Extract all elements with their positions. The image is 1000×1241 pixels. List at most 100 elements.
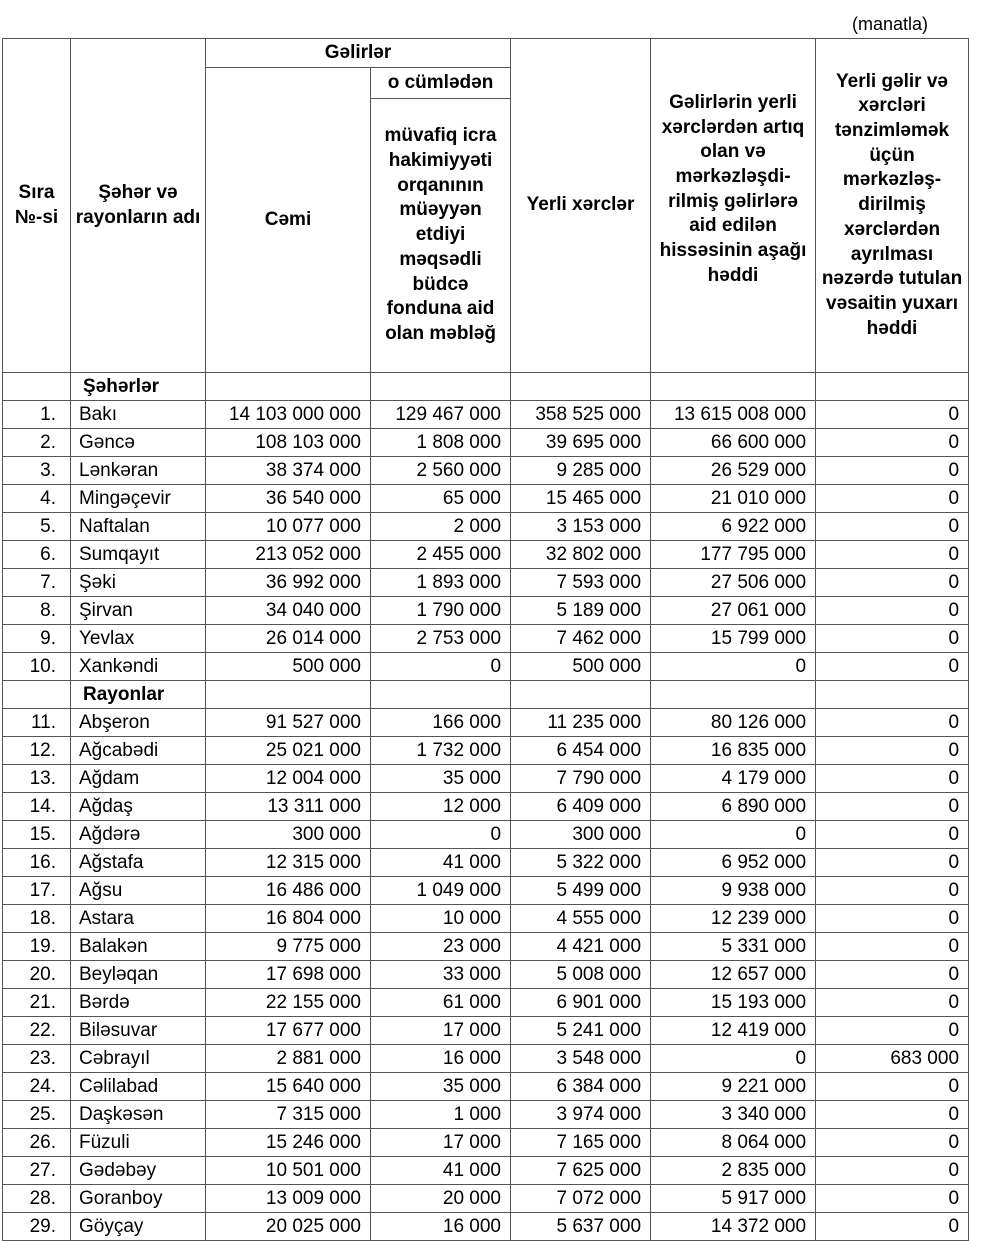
row-number: 28. xyxy=(2,1184,71,1213)
empty-cell xyxy=(650,372,817,401)
lower-limit-cell: 13 615 008 000 xyxy=(650,400,817,429)
total-cell: 16 804 000 xyxy=(205,904,371,933)
total-cell: 15 640 000 xyxy=(205,1072,371,1101)
row-number: 29. xyxy=(2,1212,71,1241)
targeted-fund-cell: 16 000 xyxy=(369,1044,512,1073)
table-row: 10. Xankəndi 500 000 0 500 000 0 0 xyxy=(2,652,970,681)
targeted-fund-cell: 1 893 000 xyxy=(369,568,512,597)
budget-table: Sıra №-si Şəhər və rayonların adı Gəlirl… xyxy=(2,38,970,1241)
row-name: Füzuli xyxy=(70,1128,206,1157)
lower-limit-cell: 80 126 000 xyxy=(650,708,817,737)
upper-limit-cell: 0 xyxy=(815,512,970,541)
local-expenses-cell: 3 974 000 xyxy=(510,1100,652,1129)
total-cell: 36 540 000 xyxy=(205,484,371,513)
lower-limit-cell: 15 799 000 xyxy=(650,624,817,653)
local-expenses-cell: 39 695 000 xyxy=(510,428,652,457)
row-number: 20. xyxy=(2,960,71,989)
row-number: 15. xyxy=(2,820,71,849)
upper-limit-cell: 683 000 xyxy=(815,1044,970,1073)
local-expenses-cell: 5 008 000 xyxy=(510,960,652,989)
row-name: Beyləqan xyxy=(70,960,206,989)
targeted-fund-cell: 1 732 000 xyxy=(369,736,512,765)
row-name: Ağdam xyxy=(70,764,206,793)
row-number: 9. xyxy=(2,624,71,653)
row-number: 3. xyxy=(2,456,71,485)
table-row: 17. Ağsu 16 486 000 1 049 000 5 499 000 9 938… xyxy=(2,876,970,905)
table-row: 1. Bakı 14 103 000 000 129 467 000 358 525 0… xyxy=(2,400,970,429)
total-cell: 9 775 000 xyxy=(205,932,371,961)
row-number: 11. xyxy=(2,708,71,737)
total-cell: 12 004 000 xyxy=(205,764,371,793)
row-number: 26. xyxy=(2,1128,71,1157)
upper-limit-cell: 0 xyxy=(815,1072,970,1101)
upper-limit-cell: 0 xyxy=(815,960,970,989)
section-row: Şəhərlər xyxy=(2,372,970,401)
local-expenses-cell: 4 421 000 xyxy=(510,932,652,961)
targeted-fund-cell: 166 000 xyxy=(369,708,512,737)
total-cell: 7 315 000 xyxy=(205,1100,371,1129)
upper-limit-cell: 0 xyxy=(815,1128,970,1157)
lower-limit-cell: 3 340 000 xyxy=(650,1100,817,1129)
total-cell: 14 103 000 000 xyxy=(205,400,371,429)
local-expenses-cell: 7 072 000 xyxy=(510,1184,652,1213)
table-row: 25. Daşkəsən 7 315 000 1 000 3 974 000 3 340 … xyxy=(2,1100,970,1129)
row-name: Ağdərə xyxy=(70,820,206,849)
upper-limit-cell: 0 xyxy=(815,820,970,849)
total-cell: 17 677 000 xyxy=(205,1016,371,1045)
local-expenses-cell: 32 802 000 xyxy=(510,540,652,569)
targeted-fund-cell: 1 808 000 xyxy=(369,428,512,457)
row-name: Goranboy xyxy=(70,1184,206,1213)
targeted-fund-cell: 61 000 xyxy=(369,988,512,1017)
targeted-fund-cell: 20 000 xyxy=(369,1184,512,1213)
lower-limit-cell: 15 193 000 xyxy=(650,988,817,1017)
table-row: 20. Beyləqan 17 698 000 33 000 5 008 000 12 6… xyxy=(2,960,970,989)
targeted-fund-cell: 1 049 000 xyxy=(369,876,512,905)
total-cell: 13 311 000 xyxy=(205,792,371,821)
table-row: 11. Abşeron 91 527 000 166 000 11 235 000 80 … xyxy=(2,708,970,737)
total-cell: 2 881 000 xyxy=(205,1044,371,1073)
table-row: 28. Goranboy 13 009 000 20 000 7 072 000 5 91… xyxy=(2,1184,970,1213)
row-number: 2. xyxy=(2,428,71,457)
lower-limit-cell: 66 600 000 xyxy=(650,428,817,457)
total-cell: 20 025 000 xyxy=(205,1212,371,1241)
upper-limit-cell: 0 xyxy=(815,1212,970,1241)
lower-limit-cell: 27 506 000 xyxy=(650,568,817,597)
header-targeted-fund: müvafiq icra hakimiyyəti orqanının müəyy… xyxy=(369,98,512,373)
lower-limit-cell: 16 835 000 xyxy=(650,736,817,765)
empty-cell xyxy=(369,372,512,401)
total-cell: 108 103 000 xyxy=(205,428,371,457)
total-cell: 26 014 000 xyxy=(205,624,371,653)
local-expenses-cell: 300 000 xyxy=(510,820,652,849)
section-row: Rayonlar xyxy=(2,680,970,709)
row-name: Cəlilabad xyxy=(70,1072,206,1101)
empty-cell xyxy=(2,680,71,709)
targeted-fund-cell: 2 000 xyxy=(369,512,512,541)
table-row: 29. Göyçay 20 025 000 16 000 5 637 000 14 372… xyxy=(2,1212,970,1241)
lower-limit-cell: 9 938 000 xyxy=(650,876,817,905)
targeted-fund-cell: 17 000 xyxy=(369,1128,512,1157)
empty-cell xyxy=(369,680,512,709)
local-expenses-cell: 358 525 000 xyxy=(510,400,652,429)
empty-cell xyxy=(205,372,371,401)
upper-limit-cell: 0 xyxy=(815,764,970,793)
targeted-fund-cell: 129 467 000 xyxy=(369,400,512,429)
targeted-fund-cell: 1 790 000 xyxy=(369,596,512,625)
local-expenses-cell: 500 000 xyxy=(510,652,652,681)
row-name: Balakən xyxy=(70,932,206,961)
empty-cell xyxy=(815,680,970,709)
upper-limit-cell: 0 xyxy=(815,540,970,569)
header-revenues: Gəlirlər xyxy=(204,38,512,68)
section-title: Şəhərlər xyxy=(70,372,206,401)
row-name: Mingəçevir xyxy=(70,484,206,513)
table-row: 18. Astara 16 804 000 10 000 4 555 000 12 239… xyxy=(2,904,970,933)
row-name: Ağcabədi xyxy=(70,736,206,765)
local-expenses-cell: 5 189 000 xyxy=(510,596,652,625)
local-expenses-cell: 5 322 000 xyxy=(510,848,652,877)
table-row: 15. Ağdərə 300 000 0 300 000 0 0 xyxy=(2,820,970,849)
upper-limit-cell: 0 xyxy=(815,400,970,429)
table-row: 21. Bərdə 22 155 000 61 000 6 901 000 15 193 … xyxy=(2,988,970,1017)
targeted-fund-cell: 1 000 xyxy=(369,1100,512,1129)
row-number: 23. xyxy=(2,1044,71,1073)
lower-limit-cell: 4 179 000 xyxy=(650,764,817,793)
targeted-fund-cell: 0 xyxy=(369,652,512,681)
